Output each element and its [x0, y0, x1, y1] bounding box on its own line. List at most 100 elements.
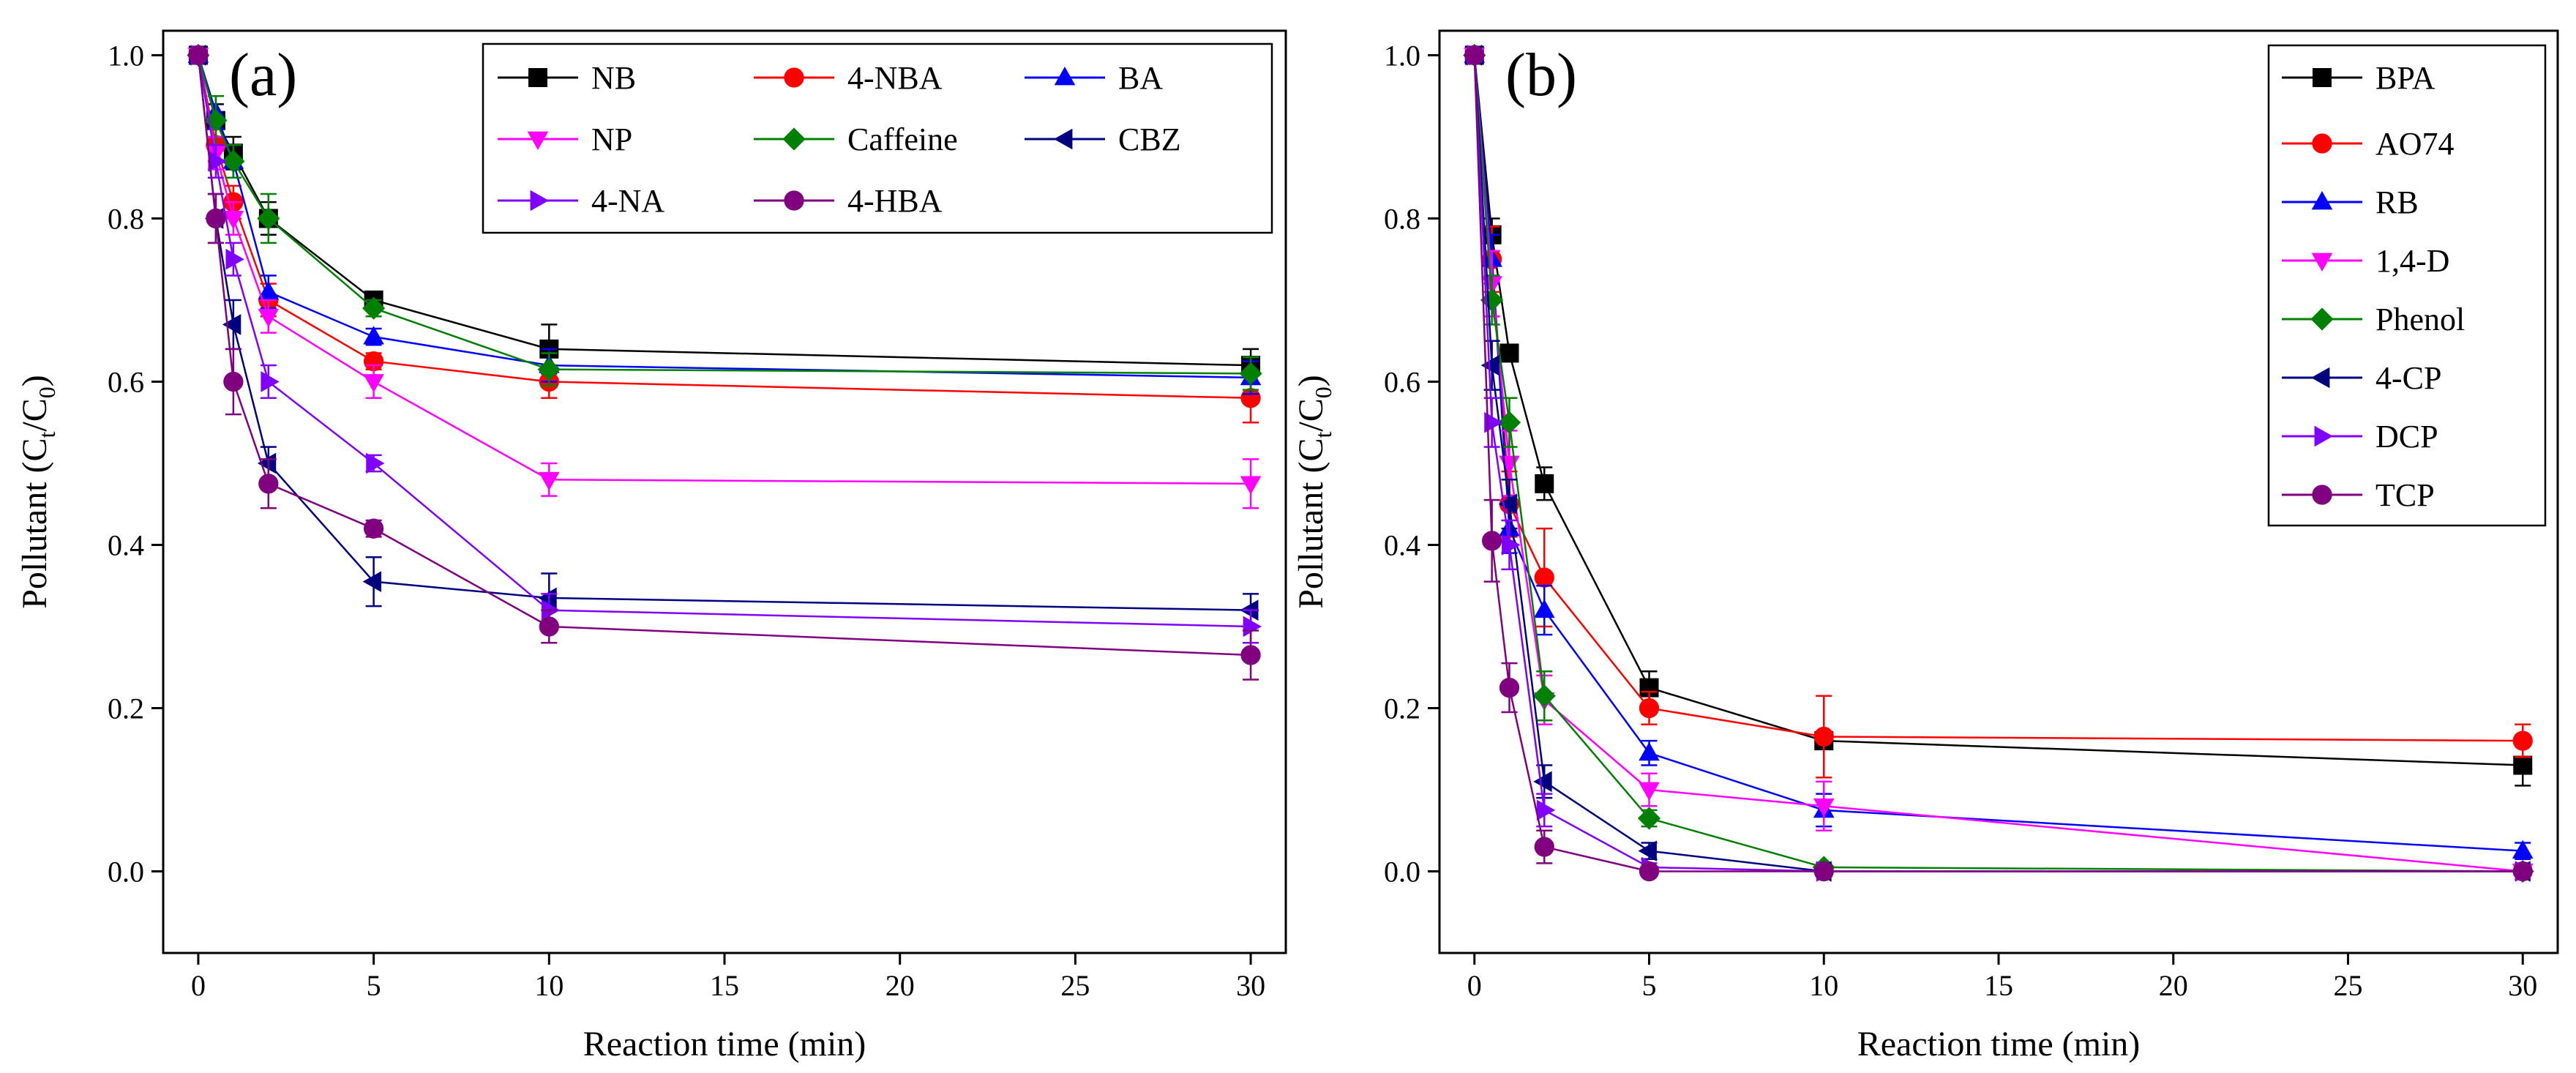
legend: BPA AO74 RB 1,4-D Phenol 4-CP DCP TCP	[2267, 44, 2547, 527]
legend-item: Phenol	[2282, 302, 2465, 337]
data-point	[1639, 741, 1660, 761]
data-point	[222, 149, 245, 173]
data-point	[1535, 474, 1554, 493]
x-tick-label: 0	[191, 969, 206, 1002]
chart-panel-b: 0 5 10 15 20 25 30 0.0 0.2 0.4 0.6 0.8 1.0 Reaction t…	[1292, 29, 2559, 1063]
legend-item: 1,4-D	[2282, 243, 2449, 279]
data-point	[362, 296, 386, 320]
legend-label: TCP	[2375, 477, 2435, 513]
y-tick-label: 1.0	[108, 39, 144, 72]
data-point	[257, 452, 277, 474]
y-tick-label: 0.2	[108, 692, 144, 725]
legend-label: BPA	[2375, 60, 2435, 96]
legend-item: BPA	[2282, 60, 2435, 96]
data-point	[1243, 616, 1262, 638]
data-point	[1637, 807, 1661, 830]
data-point	[363, 374, 384, 393]
data-point	[188, 45, 209, 66]
legend-item: NB	[498, 60, 636, 96]
data-point	[258, 474, 279, 494]
y-axis-title-part: /C	[15, 398, 54, 431]
legend-swatch-marker	[1054, 128, 1073, 150]
data-point	[257, 206, 280, 231]
data-point	[258, 308, 280, 328]
series-tcp	[1464, 45, 2533, 882]
data-point	[1536, 799, 1556, 821]
legend-item: DCP	[2282, 419, 2438, 455]
x-axis-title: Reaction time (min)	[583, 1025, 866, 1063]
y-axis-title-part: t	[34, 431, 60, 438]
chart-panel-a: 0 5 10 15 20 25 30 0.0 0.2 0.4 0.6 0.8 1.0 Reaction t…	[15, 29, 1287, 1063]
data-point	[1498, 493, 1517, 515]
data-point	[2512, 861, 2533, 882]
legend-label: BA	[1118, 60, 1163, 96]
y-tick-label: 0.6	[1384, 365, 1420, 398]
x-tick-label: 25	[2334, 969, 2363, 1002]
y-tick-label: 0.0	[108, 855, 144, 888]
data-point	[539, 616, 559, 637]
y-axis-title-part: Pollutant (C	[1292, 438, 1330, 608]
legend-item: TCP	[2282, 477, 2435, 513]
legend-item: CBZ	[1025, 121, 1181, 157]
y-axis-title-part: 0	[34, 386, 60, 398]
legend-label: Phenol	[2375, 302, 2465, 337]
x-tick-label: 15	[1984, 969, 2013, 1002]
legend-label: 4-NA	[591, 183, 664, 219]
legend-swatch-marker	[528, 68, 547, 87]
y-axis-title-part: /C	[1292, 398, 1330, 431]
legend-label: 4-HBA	[847, 183, 943, 219]
x-tick-label: 5	[1642, 969, 1657, 1002]
legend-swatch-marker	[527, 131, 549, 150]
legend-swatch-marker	[2312, 133, 2332, 154]
legend-item: 4-NA	[498, 183, 664, 219]
legend-item: Caffeine	[754, 121, 958, 157]
y-axis-title-part: t	[1310, 431, 1336, 438]
y-axis-title: Pollutant (Ct/C0)	[1292, 375, 1336, 609]
data-point	[1481, 531, 1502, 551]
y-axis-title-part: )	[15, 375, 54, 386]
y-tick-label: 0.6	[108, 365, 144, 398]
x-tick-label: 10	[1809, 969, 1838, 1002]
x-tick-label: 20	[2159, 969, 2188, 1002]
y-tick-label: 0.8	[108, 202, 144, 235]
data-point	[1813, 798, 1835, 818]
y-tick-label: 0.4	[108, 528, 144, 561]
y-tick-label: 0.4	[1384, 528, 1420, 561]
data-point	[1499, 343, 1519, 363]
legend-label: AO74	[2375, 126, 2455, 162]
data-point	[1497, 411, 1521, 434]
y-axis-title-part: )	[1292, 375, 1330, 386]
data-point	[225, 248, 244, 270]
data-point	[1240, 476, 1262, 495]
data-point	[1239, 362, 1262, 385]
data-point	[258, 280, 280, 300]
legend-label: CBZ	[1118, 121, 1181, 157]
y-tick-label: 1.0	[1384, 39, 1420, 72]
legend-item: RB	[2282, 184, 2419, 220]
panel-label: (a)	[229, 41, 297, 109]
data-point	[208, 151, 227, 172]
data-point	[1534, 837, 1554, 857]
data-point	[261, 371, 280, 392]
data-point	[222, 314, 242, 335]
legend-swatch-marker	[2313, 68, 2332, 87]
legend-swatch-marker	[2314, 425, 2333, 447]
data-point	[1502, 534, 1521, 556]
data-point	[1639, 782, 1660, 801]
y-tick-label: 0.0	[1384, 855, 1420, 888]
y-axis-title: Pollutant (Ct/C0)	[15, 375, 60, 609]
data-point	[1639, 861, 1660, 882]
legend-label: RB	[2375, 184, 2419, 220]
legend-swatch-marker	[2311, 367, 2330, 389]
data-point	[1484, 411, 1503, 433]
x-tick-label: 0	[1467, 969, 1482, 1002]
data-point	[1813, 726, 1834, 747]
legend-item: AO74	[2282, 126, 2455, 162]
series-4-hba	[188, 45, 1261, 681]
x-tick-label: 30	[1236, 969, 1265, 1002]
legend-item: 4-CP	[2282, 360, 2441, 396]
data-point	[222, 211, 244, 230]
legend-label: 4-CP	[2375, 360, 2441, 396]
legend-swatch-marker	[784, 190, 804, 211]
